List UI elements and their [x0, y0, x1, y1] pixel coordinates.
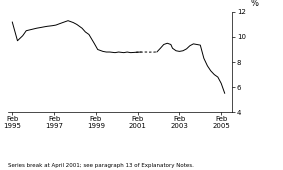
Text: Series break at April 2001; see paragraph 13 of Explanatory Notes.: Series break at April 2001; see paragrap…: [8, 163, 194, 168]
Text: %: %: [250, 0, 258, 8]
